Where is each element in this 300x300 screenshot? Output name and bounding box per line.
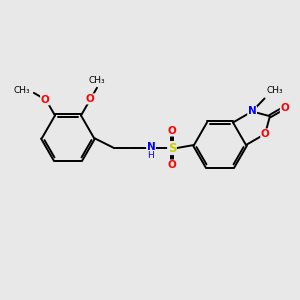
Text: O: O xyxy=(168,126,176,136)
Text: O: O xyxy=(261,129,269,139)
Text: H: H xyxy=(148,151,154,160)
Text: O: O xyxy=(168,160,176,170)
Text: CH₃: CH₃ xyxy=(13,86,30,95)
Text: O: O xyxy=(40,95,50,105)
Text: N: N xyxy=(248,106,256,116)
Text: CH₃: CH₃ xyxy=(267,86,283,95)
Text: S: S xyxy=(168,142,176,154)
Text: CH₃: CH₃ xyxy=(89,76,105,85)
Text: O: O xyxy=(85,94,94,104)
Text: O: O xyxy=(280,103,289,113)
Text: N: N xyxy=(147,142,155,152)
